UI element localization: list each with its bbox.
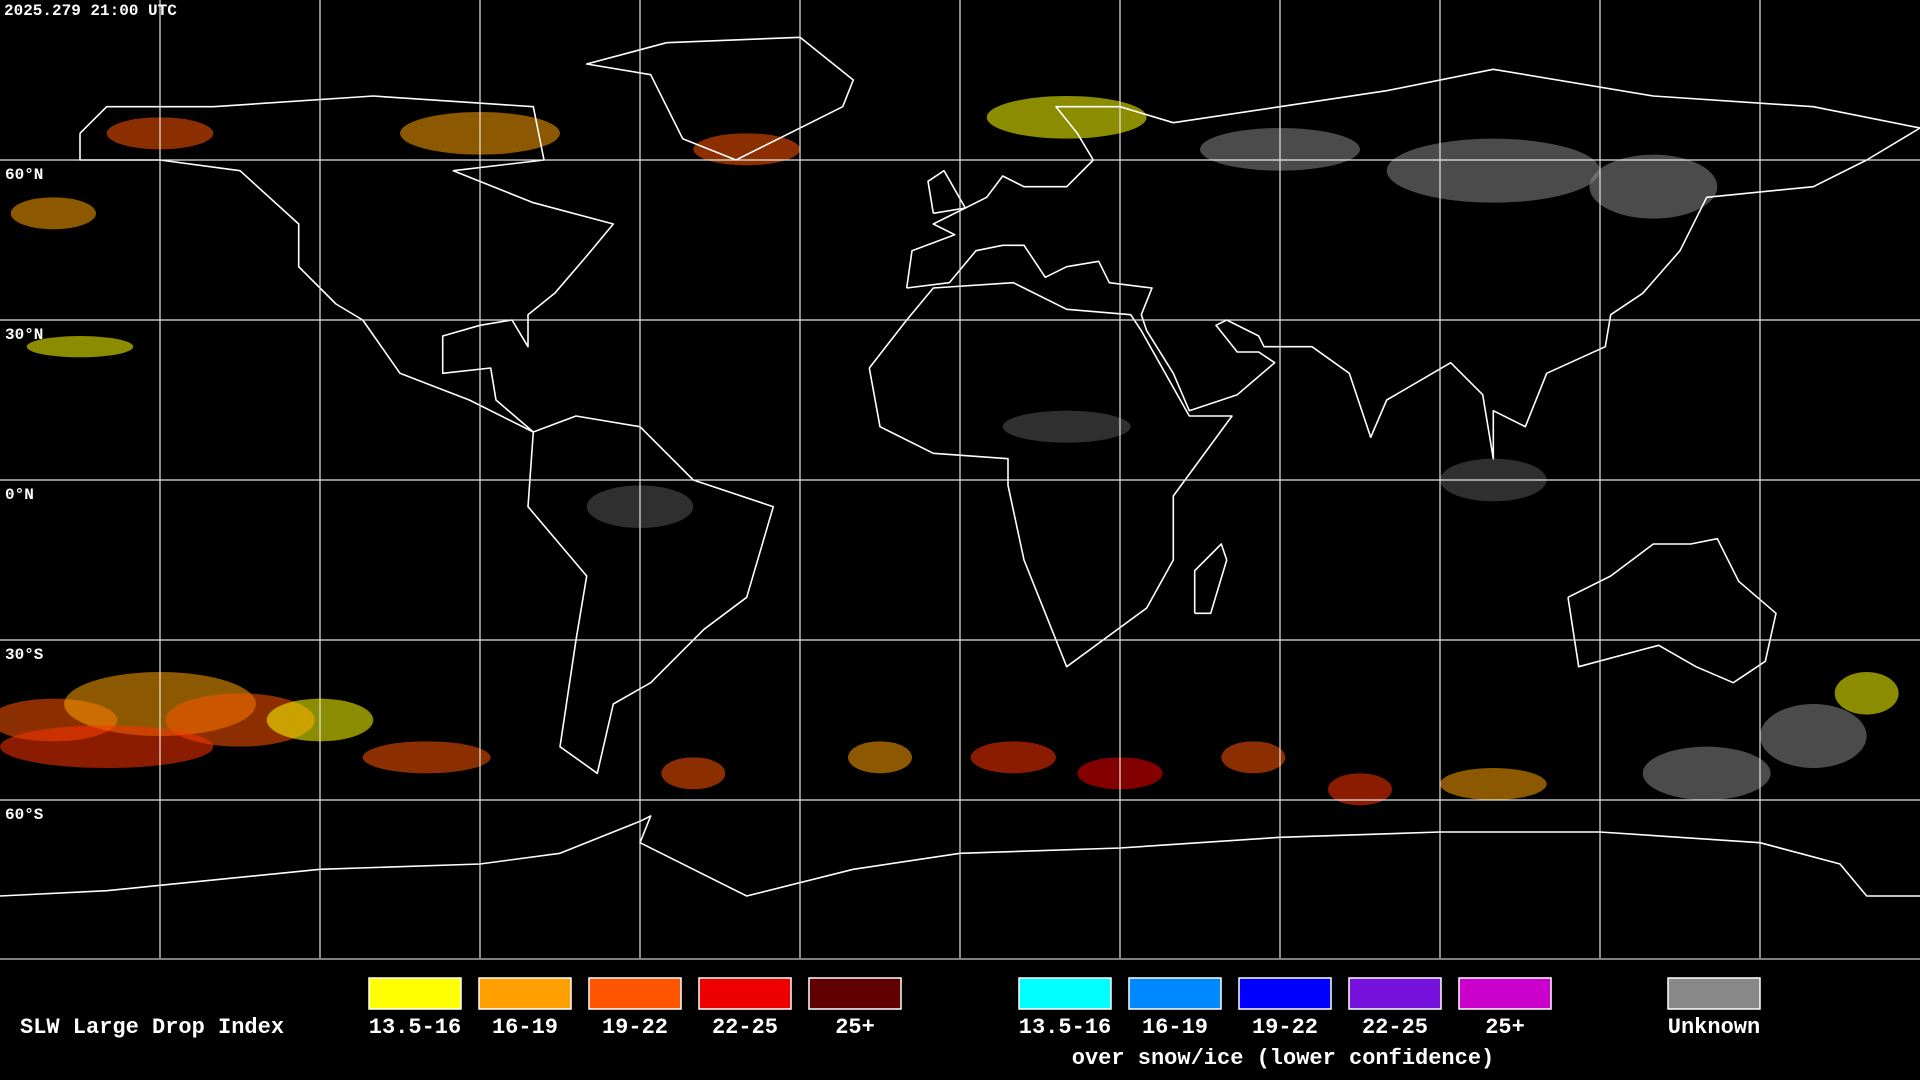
cloud-field xyxy=(165,693,315,747)
timestamp: 2025.279 21:00 UTC xyxy=(4,2,177,20)
cloud-field xyxy=(848,741,912,774)
legend-swatch xyxy=(478,977,572,1010)
legend: 13.5-16 16-19 19-22 22-25 25+ 13.5-16 16-19 19-… xyxy=(368,977,1761,1040)
cloud-field xyxy=(1002,410,1131,443)
cloud-field xyxy=(0,725,214,768)
legend-label: 19-22 xyxy=(602,1015,668,1040)
legend-title: SLW Large Drop Index xyxy=(20,1015,284,1040)
cloud-field xyxy=(362,741,491,774)
cloud-field xyxy=(1440,768,1547,800)
cloud-field xyxy=(1589,154,1718,219)
cloud-field xyxy=(661,757,726,790)
cloud-field xyxy=(1328,773,1392,806)
cloud-field xyxy=(26,336,134,358)
legend-swatch xyxy=(1018,977,1112,1010)
legend-label: 22-25 xyxy=(712,1015,778,1040)
legend-swatch xyxy=(1348,977,1442,1010)
latitude-label: 60°S xyxy=(5,806,44,824)
legend-swatch xyxy=(1238,977,1332,1010)
legend-swatch xyxy=(1667,977,1761,1010)
legend-label: 16-19 xyxy=(1142,1015,1208,1040)
cloud-field xyxy=(1221,741,1286,774)
legend-label: 19-22 xyxy=(1252,1015,1318,1040)
cloud-field xyxy=(1834,672,1899,715)
legend-swatch xyxy=(1128,977,1222,1010)
legend-label: 13.5-16 xyxy=(1019,1015,1111,1040)
legend-label: 25+ xyxy=(835,1015,875,1040)
legend-swatch xyxy=(808,977,902,1010)
latitude-label: 30°S xyxy=(5,646,44,664)
legend-swatch xyxy=(368,977,462,1010)
coastline xyxy=(905,68,1920,460)
legend-swatch xyxy=(1458,977,1552,1010)
latitude-label: 30°N xyxy=(5,326,43,344)
legend-swatch xyxy=(698,977,792,1010)
cloud-field xyxy=(10,197,96,230)
graticule: 60°N 30°N 0°N 30°S 60°S xyxy=(0,0,1920,960)
coastline xyxy=(527,415,775,775)
legend-note: over snow/ice (lower confidence) xyxy=(1072,1046,1494,1071)
latitude-label: 0°N xyxy=(5,486,34,504)
legend-label: Unknown xyxy=(1668,1015,1760,1040)
coastline xyxy=(868,281,1233,668)
latitude-label: 60°N xyxy=(5,166,43,184)
cloud-field xyxy=(1642,746,1771,800)
legend-label: 13.5-16 xyxy=(369,1015,461,1040)
coastline xyxy=(1193,543,1228,615)
coastline xyxy=(79,95,615,433)
cloud-field xyxy=(1760,704,1867,768)
legend-label: 25+ xyxy=(1485,1015,1525,1040)
coastline xyxy=(1567,537,1777,684)
legend-label: 22-25 xyxy=(1362,1015,1428,1040)
legend-swatch xyxy=(588,977,682,1010)
cloud-field xyxy=(986,96,1147,139)
coastline xyxy=(927,169,967,215)
cloud-field xyxy=(970,741,1056,774)
legend-label: 16-19 xyxy=(492,1015,558,1040)
cloud-field xyxy=(1386,138,1600,203)
